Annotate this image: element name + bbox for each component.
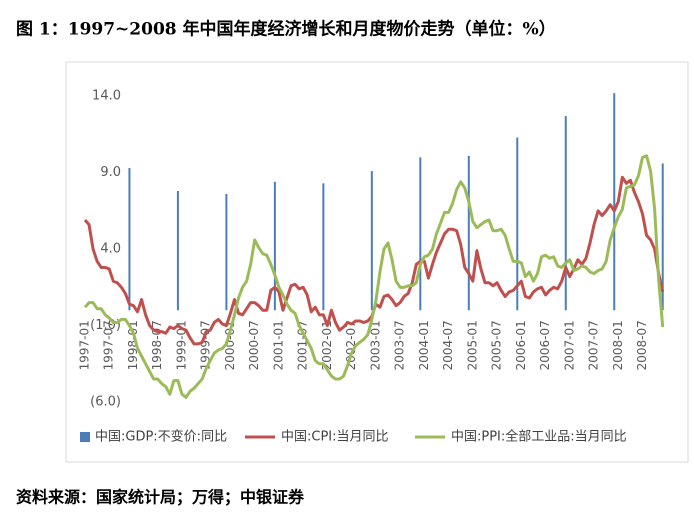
x-tick-label: 1998-01 — [126, 320, 140, 370]
x-tick-label: 2000-07 — [247, 320, 261, 370]
gdp-bar — [661, 163, 664, 311]
x-tick-label: 1997-01 — [78, 320, 92, 370]
x-tick-label: 2008-07 — [635, 320, 649, 370]
chart-title: 图 1：1997~2008 年中国年度经济增长和月度物价走势（单位：%） — [16, 19, 556, 40]
y-tick-label: 4.0 — [100, 242, 121, 257]
y-tick-label: 9.0 — [100, 165, 121, 180]
gdp-bar — [564, 116, 567, 311]
gdp-bar — [273, 181, 276, 311]
legend-swatch — [80, 432, 90, 442]
gdp-bar — [370, 171, 373, 311]
series-line — [83, 175, 665, 346]
gdp-bar — [128, 168, 131, 311]
x-tick-label: 2000-01 — [223, 320, 237, 370]
gdp-bar — [322, 183, 325, 311]
x-tick-label: 1999-07 — [199, 320, 213, 370]
gdp-bar — [419, 157, 422, 311]
legend-label: 中国:GDP:不变价:同比 — [95, 429, 227, 445]
x-tick-label: 2004-01 — [417, 320, 431, 370]
x-tick-label: 2005-07 — [490, 320, 504, 370]
x-tick-label: 2002-07 — [344, 320, 358, 370]
gdp-bar — [467, 155, 470, 311]
gdp-bar — [613, 93, 616, 311]
gdp-bar — [176, 190, 179, 311]
x-tick-label: 1999-01 — [174, 320, 188, 370]
x-tick-label: 2001-01 — [271, 320, 285, 370]
x-tick-label: 2003-01 — [368, 320, 382, 370]
x-tick-label: 2006-01 — [514, 320, 528, 370]
x-tick-label: 1997-07 — [102, 320, 116, 370]
source-note: 资料来源：国家统计局；万得；中银证券 — [16, 488, 305, 507]
x-tick-label: 2005-01 — [465, 320, 479, 370]
x-tick-label: 2003-07 — [393, 320, 407, 370]
gdp-bar — [225, 194, 228, 311]
chart-frame — [65, 61, 689, 463]
x-tick-label: 2001-07 — [296, 320, 310, 370]
x-tick-label: 2002-01 — [320, 320, 334, 370]
x-tick-label: 2007-01 — [562, 320, 576, 370]
x-tick-label: 2007-07 — [587, 320, 601, 370]
legend-label: 中国:CPI:当月同比 — [281, 430, 389, 445]
x-tick-label: 2004-07 — [441, 320, 455, 370]
y-tick-label: (6.0) — [90, 395, 121, 410]
x-tick-label: 2008-01 — [611, 320, 625, 370]
series-line — [83, 154, 665, 399]
gdp-bar — [516, 137, 519, 311]
y-tick-label: 14.0 — [92, 89, 121, 104]
x-tick-label: 2006-07 — [538, 320, 552, 370]
legend-label: 中国:PPI:全部工业品:当月同比 — [451, 429, 627, 445]
